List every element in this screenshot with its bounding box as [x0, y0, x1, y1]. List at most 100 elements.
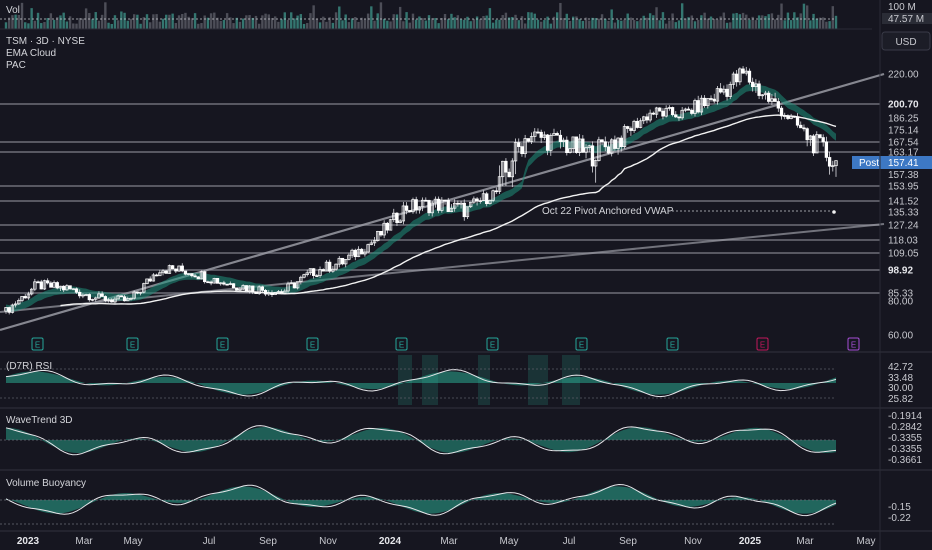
volume-bar	[331, 22, 335, 29]
volume-bar	[88, 13, 91, 29]
volume-bar	[447, 19, 450, 29]
rsi-scale-2: 33.48	[888, 373, 913, 384]
candle-body	[78, 291, 82, 297]
candle-body	[674, 114, 678, 118]
volume-bar	[639, 19, 642, 29]
candle-body	[504, 160, 508, 173]
earnings-marker[interactable]	[306, 337, 319, 351]
candle-body	[651, 112, 655, 115]
volume-bar	[322, 16, 325, 29]
candle-body	[212, 278, 216, 284]
volume-bar	[104, 2, 107, 29]
volume-bar	[668, 20, 671, 29]
volume-bar	[789, 20, 793, 29]
candle-body	[565, 139, 569, 154]
volume-bar	[402, 21, 405, 29]
earnings-marker-label: E	[670, 341, 675, 350]
candle-body	[395, 212, 399, 223]
candle-body	[751, 81, 755, 88]
earnings-marker[interactable]	[395, 337, 408, 351]
volume-bar	[200, 23, 203, 29]
volume-bar	[559, 2, 562, 29]
volume-bar	[248, 15, 251, 29]
candle-body	[779, 107, 784, 117]
earnings-marker[interactable]	[126, 337, 139, 351]
candle-body	[408, 210, 412, 213]
earnings-marker[interactable]	[666, 337, 679, 351]
volume-bar	[546, 16, 549, 29]
time-axis-label: Jul	[563, 536, 576, 547]
candle-body	[273, 291, 277, 295]
volume-bar	[693, 21, 697, 29]
candle-body	[46, 280, 50, 284]
candle-body	[20, 296, 24, 301]
currency-button[interactable]	[881, 31, 931, 51]
volume-bar	[671, 13, 674, 29]
volume-bar	[197, 23, 200, 29]
candle-body	[456, 202, 460, 205]
volume-bar	[20, 2, 24, 29]
volume-bar	[33, 20, 37, 29]
volume-bar	[725, 22, 729, 29]
price-axis-label: 175.14	[888, 126, 919, 137]
candle-body	[568, 148, 572, 154]
candle-body	[507, 171, 511, 178]
price-axis-label: 60.00	[888, 331, 913, 342]
earnings-marker[interactable]	[216, 337, 229, 351]
volume-bar	[767, 14, 770, 29]
volume-bar	[328, 17, 331, 29]
earnings-marker[interactable]	[847, 337, 860, 351]
volume-bar	[562, 18, 565, 29]
candle-body	[510, 160, 514, 178]
volume-bar	[507, 17, 511, 29]
candle-body	[433, 198, 438, 204]
volume-bar	[469, 21, 472, 29]
volume-bar	[312, 5, 315, 30]
candle-body	[430, 202, 434, 214]
candle-body	[174, 268, 178, 272]
candle-body	[363, 251, 367, 255]
volume-bar	[783, 20, 786, 29]
candle-body	[276, 291, 281, 293]
candle-body	[446, 200, 450, 213]
earnings-marker[interactable]	[486, 337, 499, 351]
candle-body	[709, 98, 713, 100]
candle-body	[667, 107, 672, 109]
candle-body	[231, 283, 236, 289]
anchored-vwap-line	[60, 114, 837, 307]
earnings-marker[interactable]	[31, 337, 44, 351]
volume-bar	[11, 15, 14, 29]
candle-body	[795, 116, 800, 126]
candle-body	[4, 307, 8, 312]
price-axis-label: 118.03	[888, 236, 918, 247]
volume-scale-current: 47.57 M	[888, 14, 924, 25]
candle-body	[71, 288, 75, 291]
candle-body	[251, 285, 255, 293]
rsi-scale-3: 30.00	[888, 383, 913, 394]
candle-body	[58, 285, 63, 289]
volume-bar	[203, 15, 206, 29]
candle-body	[379, 230, 383, 236]
volume-bar	[232, 23, 235, 29]
candle-body	[411, 199, 415, 213]
volume-bar	[828, 21, 831, 29]
candle-body	[459, 202, 463, 205]
volume-bar	[193, 13, 197, 29]
volume-bar	[511, 16, 514, 29]
earnings-marker[interactable]	[575, 337, 588, 351]
candle-body	[469, 201, 473, 208]
earnings-marker[interactable]	[756, 337, 769, 351]
volume-bar	[171, 13, 174, 29]
volume-bar	[389, 21, 392, 29]
candle-body	[523, 138, 527, 155]
candle-body	[686, 108, 691, 111]
price-axis-label: 135.33	[888, 208, 919, 219]
volume-bar	[773, 19, 777, 29]
volume-bar	[604, 18, 607, 29]
candle-body	[337, 257, 341, 265]
volume-bar	[495, 19, 498, 29]
candle-body	[536, 131, 540, 134]
volume-bar	[116, 20, 120, 29]
